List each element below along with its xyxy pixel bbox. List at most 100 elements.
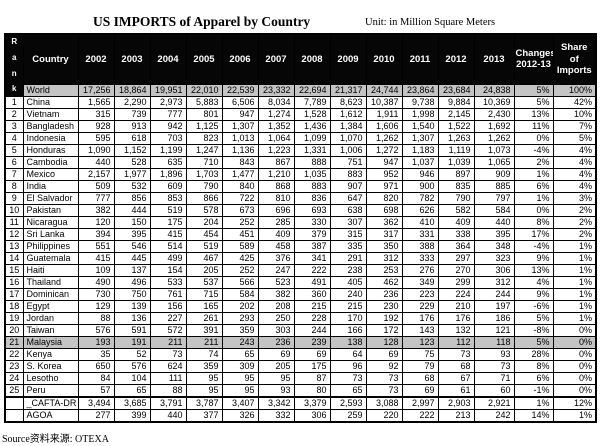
value-cell: 299 [437, 276, 475, 289]
year-column-header: 2013 [473, 33, 515, 85]
value-cell: 2,921 [473, 396, 515, 410]
changes-cell: 13% [513, 264, 554, 277]
changes-cell: 13% [513, 108, 554, 121]
value-cell: 451 [221, 228, 259, 241]
rank-cell: 22 [4, 348, 24, 361]
country-cell: _CAFTA-DR [22, 396, 79, 410]
value-cell: 626 [401, 204, 439, 217]
table-row: 7 Mexico 2,157 1,977 1,896 1,703 1,477 1… [4, 168, 597, 181]
value-cell: 2,973 [149, 96, 187, 109]
changes-cell: 5% [513, 83, 554, 97]
value-cell: 23,332 [257, 83, 295, 97]
country-cell: China [22, 96, 79, 109]
value-cell: 1,262 [473, 132, 515, 145]
value-cell: 440 [77, 156, 115, 169]
value-cell: 952 [365, 168, 403, 181]
share-cell: 2% [552, 204, 597, 217]
value-cell: 252 [221, 264, 259, 277]
table-row: 10 Pakistan 382 444 519 578 673 696 693 … [4, 204, 597, 217]
value-cell: 129 [77, 300, 115, 313]
table-row: 21 Malaysia 193 191 211 211 243 236 239 … [4, 336, 597, 349]
value-cell: 224 [437, 288, 475, 301]
share-cell: 4% [552, 168, 597, 181]
share-cell: 0% [552, 372, 597, 385]
rank-letters: R a n k [7, 35, 22, 96]
table-row: 20 Taiwan 576 591 572 391 359 303 244 16… [4, 324, 597, 337]
share-cell: 42% [552, 96, 597, 109]
changes-cell: -4% [513, 240, 554, 253]
value-cell: 409 [437, 216, 475, 229]
changes-cell: 0% [513, 132, 554, 145]
share-cell: 1% [552, 240, 597, 253]
value-cell: 1,152 [113, 144, 151, 157]
value-cell: 123 [401, 336, 439, 349]
value-cell: 1,692 [473, 120, 515, 133]
rank-cell: 12 [4, 228, 24, 241]
changes-cell: -6% [513, 300, 554, 313]
value-cell: 3,685 [113, 396, 151, 410]
value-cell: 698 [365, 204, 403, 217]
value-cell: 790 [437, 192, 475, 205]
value-cell: 946 [401, 168, 439, 181]
value-cell: 942 [149, 120, 187, 133]
value-cell: 391 [185, 324, 223, 337]
value-cell: 68 [437, 360, 475, 373]
value-cell: 96 [329, 360, 367, 373]
country-cell: World [22, 83, 79, 97]
country-cell: Vietnam [22, 108, 79, 121]
value-cell: 576 [113, 360, 151, 373]
value-cell: 170 [329, 312, 367, 325]
changes-cell: 8% [513, 216, 554, 229]
value-cell: 137 [113, 264, 151, 277]
changes-cell: -8% [513, 324, 554, 337]
table-row: 23 S. Korea 650 576 624 359 309 205 175 … [4, 360, 597, 373]
value-cell: 1,612 [329, 108, 367, 121]
value-cell: 1,522 [437, 120, 475, 133]
value-cell: 121 [473, 324, 515, 337]
share-header-line: of [569, 53, 579, 65]
rank-cell: 21 [4, 336, 24, 349]
value-cell: 866 [185, 192, 223, 205]
value-cell: 624 [149, 360, 187, 373]
value-cell: 1,136 [221, 144, 259, 157]
rank-cell [4, 396, 24, 410]
changes-cell: 1% [513, 396, 554, 410]
value-cell: 532 [113, 180, 151, 193]
value-cell: 229 [401, 300, 439, 313]
share-cell: 5% [552, 132, 597, 145]
table-row: 4 Indonesia 595 618 703 823 1,013 1,064 … [4, 132, 597, 145]
value-cell: 1,477 [221, 168, 259, 181]
value-cell: 213 [437, 409, 475, 423]
value-cell: 1,119 [437, 144, 475, 157]
value-cell: 79 [401, 360, 439, 373]
value-cell: 2,430 [473, 108, 515, 121]
value-cell: 205 [257, 360, 295, 373]
value-cell: 120 [77, 216, 115, 229]
value-cell: 69 [293, 348, 331, 361]
value-cell: 307 [329, 216, 367, 229]
value-cell: 84 [77, 372, 115, 385]
value-cell: 261 [185, 312, 223, 325]
value-cell: 546 [113, 240, 151, 253]
value-cell: 528 [113, 156, 151, 169]
share-cell: 0% [552, 348, 597, 361]
country-cell: Kenya [22, 348, 79, 361]
value-cell: 359 [221, 324, 259, 337]
value-cell: 211 [185, 336, 223, 349]
year-column-header: 2011 [401, 33, 439, 85]
value-cell: 293 [221, 312, 259, 325]
value-cell: 93 [257, 384, 295, 398]
value-cell: 22,010 [185, 83, 223, 97]
value-cell: 88 [77, 312, 115, 325]
table-row: 2 Vietnam 315 739 777 801 947 1,274 1,52… [4, 108, 597, 121]
value-cell: 138 [329, 336, 367, 349]
value-cell: 885 [473, 180, 515, 193]
value-cell: 291 [329, 252, 367, 265]
value-cell: 1,436 [293, 120, 331, 133]
value-cell: 867 [257, 156, 295, 169]
value-cell: 69 [401, 384, 439, 398]
table-row: 3 Bangladesh 928 913 942 1,125 1,307 1,3… [4, 120, 597, 133]
value-cell: 150 [113, 216, 151, 229]
value-cell: 377 [185, 409, 223, 423]
value-cell: 21,317 [329, 83, 367, 97]
